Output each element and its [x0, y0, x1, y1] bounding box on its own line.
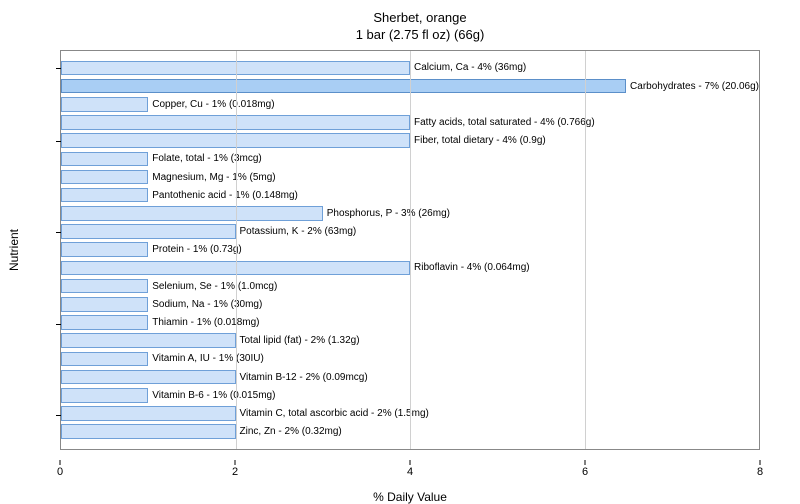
- y-tick: [56, 415, 61, 416]
- bar: [61, 297, 148, 312]
- bar-label: Zinc, Zn - 2% (0.32mg): [240, 426, 342, 437]
- bar: [61, 279, 148, 294]
- bar-label: Copper, Cu - 1% (0.018mg): [152, 99, 274, 110]
- bar: [61, 352, 148, 367]
- grid-line: [585, 51, 586, 449]
- y-tick: [56, 324, 61, 325]
- x-tick: [760, 460, 761, 465]
- bar-label: Magnesium, Mg - 1% (5mg): [152, 172, 275, 183]
- x-tick: [585, 460, 586, 465]
- bar-label: Protein - 1% (0.73g): [152, 244, 242, 255]
- x-tick: [235, 460, 236, 465]
- y-tick: [56, 141, 61, 142]
- chart-container: Sherbet, orange 1 bar (2.75 fl oz) (66g)…: [0, 0, 800, 500]
- bar: [61, 388, 148, 403]
- bar: [61, 224, 236, 239]
- title-line1: Sherbet, orange: [373, 10, 466, 25]
- bar-label: Fiber, total dietary - 4% (0.9g): [414, 135, 546, 146]
- bar: [61, 424, 236, 439]
- x-tick: [60, 460, 61, 465]
- bar: [61, 315, 148, 330]
- bar-label: Selenium, Se - 1% (1.0mcg): [152, 281, 277, 292]
- x-axis: % Daily Value 02468: [60, 460, 760, 490]
- y-axis-title: Nutrient: [7, 229, 21, 271]
- bar-label: Riboflavin - 4% (0.064mg): [414, 262, 530, 273]
- x-tick-label: 0: [57, 466, 63, 478]
- bar-label: Thiamin - 1% (0.018mg): [152, 317, 259, 328]
- x-axis-title: % Daily Value: [373, 490, 447, 504]
- bar-label: Vitamin C, total ascorbic acid - 2% (1.5…: [240, 408, 429, 419]
- x-tick: [410, 460, 411, 465]
- bar-label: Phosphorus, P - 3% (26mg): [327, 208, 450, 219]
- bar: [61, 188, 148, 203]
- x-tick-label: 2: [232, 466, 238, 478]
- x-tick-label: 4: [407, 466, 413, 478]
- bar-label: Calcium, Ca - 4% (36mg): [414, 62, 526, 73]
- bar-label: Sodium, Na - 1% (30mg): [152, 299, 262, 310]
- bar-label: Total lipid (fat) - 2% (1.32g): [240, 335, 360, 346]
- bar-label: Folate, total - 1% (3mcg): [152, 153, 261, 164]
- grid-line: [236, 51, 237, 449]
- bar-label: Vitamin B-6 - 1% (0.015mg): [152, 390, 275, 401]
- bar-label: Potassium, K - 2% (63mg): [240, 226, 357, 237]
- bar-label: Fatty acids, total saturated - 4% (0.766…: [414, 117, 595, 128]
- y-tick: [56, 68, 61, 69]
- bar: [61, 97, 148, 112]
- x-tick-label: 8: [757, 466, 763, 478]
- chart-title: Sherbet, orange 1 bar (2.75 fl oz) (66g): [60, 10, 780, 44]
- bar: [61, 79, 626, 94]
- bar: [61, 242, 148, 257]
- x-tick-label: 6: [582, 466, 588, 478]
- bar-label: Pantothenic acid - 1% (0.148mg): [152, 190, 298, 201]
- grid-line: [410, 51, 411, 449]
- bar-label: Vitamin B-12 - 2% (0.09mcg): [240, 372, 368, 383]
- title-line2: 1 bar (2.75 fl oz) (66g): [356, 27, 485, 42]
- bar: [61, 152, 148, 167]
- bar: [61, 206, 323, 221]
- bar: [61, 170, 148, 185]
- bar: [61, 370, 236, 385]
- bar-label: Vitamin A, IU - 1% (30IU): [152, 353, 264, 364]
- bar: [61, 333, 236, 348]
- y-tick: [56, 232, 61, 233]
- bar-label: Carbohydrates - 7% (20.06g): [630, 81, 759, 92]
- bar: [61, 406, 236, 421]
- plot-area: Calcium, Ca - 4% (36mg) Carbohydrates - 7…: [60, 50, 760, 450]
